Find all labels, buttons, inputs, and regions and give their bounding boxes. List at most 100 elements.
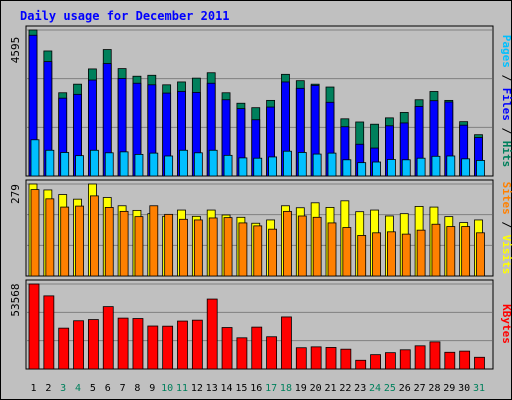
- x-tick-label: 25: [384, 383, 396, 394]
- pages-bar: [312, 153, 322, 177]
- pages-bar: [446, 155, 456, 177]
- sites-bar: [30, 189, 40, 277]
- pages-bar: [45, 149, 55, 177]
- sites-bar: [372, 232, 381, 277]
- pages-bar: [104, 152, 114, 177]
- x-tick-label: 14: [221, 383, 233, 394]
- x-tick-label: 3: [60, 383, 66, 394]
- pages-bar: [476, 160, 485, 177]
- bottom-max-label: 53568: [9, 283, 22, 316]
- pages-bar: [179, 149, 188, 177]
- kbytes-bar: [73, 320, 84, 370]
- x-tick-label: 2: [45, 383, 51, 394]
- sites-bar: [119, 210, 129, 277]
- middle-max-label: 279: [9, 184, 22, 204]
- bars-layer: [28, 29, 485, 370]
- sites-bar: [208, 217, 218, 277]
- pages-bar: [90, 149, 99, 177]
- x-tick-label: 22: [339, 383, 351, 394]
- pages-bar: [134, 153, 144, 177]
- kbytes-bar: [147, 325, 159, 370]
- legend-files: Files: [500, 88, 512, 121]
- kbytes-bar: [429, 341, 441, 370]
- kbytes-bar: [384, 352, 396, 370]
- sites-bar: [104, 207, 114, 277]
- x-tick-label: 30: [458, 383, 470, 394]
- kbytes-bar: [474, 356, 485, 370]
- pages-bar: [386, 159, 396, 177]
- x-tick-label: 16: [250, 383, 262, 394]
- sites-bar: [327, 222, 337, 277]
- kbytes-bar: [266, 336, 278, 370]
- sites-bar: [461, 226, 471, 277]
- legend-pages: Pages: [500, 35, 512, 68]
- x-tick-label: 23: [354, 383, 366, 394]
- x-tick-label: 31: [473, 383, 485, 394]
- kbytes-bar: [43, 295, 55, 370]
- x-tick-label: 27: [414, 383, 426, 394]
- x-tick-label: 9: [149, 383, 155, 394]
- kbytes-bar: [162, 325, 174, 370]
- sites-bar: [164, 213, 174, 277]
- kbytes-bar: [206, 298, 218, 370]
- kbytes-bar: [459, 350, 471, 370]
- sites-bar: [476, 232, 485, 277]
- top-max-label: 4595: [9, 37, 22, 64]
- x-tick-label: 8: [134, 383, 140, 394]
- kbytes-bar: [414, 345, 426, 370]
- pages-bar: [30, 139, 40, 177]
- sites-bar: [312, 216, 322, 277]
- sites-bar: [134, 216, 144, 277]
- pages-bar: [372, 161, 381, 177]
- pages-bar: [253, 157, 263, 177]
- sites-bar: [60, 206, 70, 277]
- sites-bar: [446, 226, 456, 277]
- x-tick-label: 28: [428, 383, 440, 394]
- sites-bar: [401, 233, 411, 277]
- x-tick-label: 17: [265, 383, 277, 394]
- sites-bar: [45, 198, 55, 277]
- pages-bar: [297, 152, 307, 177]
- kbytes-bar: [28, 283, 40, 370]
- svg-text:KBytes: KBytes: [500, 304, 512, 344]
- kbytes-bar: [370, 354, 381, 370]
- sites-bar: [268, 228, 278, 277]
- kbytes-bar: [177, 320, 188, 370]
- svg-text:Pages / Files / Hits: Pages / Files / Hits: [500, 35, 512, 168]
- pages-bar: [283, 150, 292, 177]
- kbytes-bar: [88, 319, 99, 370]
- sites-bar: [149, 205, 159, 277]
- pages-bar: [268, 156, 278, 177]
- sites-bar: [357, 235, 367, 277]
- x-tick-label: 1: [30, 383, 36, 394]
- x-tick-label: 18: [280, 383, 292, 394]
- pages-bar: [149, 152, 159, 177]
- x-tick-label: 24: [369, 383, 381, 394]
- kbytes-bar: [236, 337, 248, 370]
- x-tick-label: 4: [75, 383, 81, 394]
- pages-bar: [357, 162, 367, 177]
- kbytes-bar: [251, 326, 263, 370]
- sites-bar: [75, 205, 84, 277]
- sites-bar: [223, 217, 233, 277]
- kbytes-bar: [117, 317, 129, 370]
- pages-bar: [164, 155, 174, 177]
- x-tick-label: 26: [399, 383, 411, 394]
- pages-bar: [208, 149, 218, 177]
- x-tick-label: 15: [235, 383, 247, 394]
- pages-bar: [342, 159, 352, 177]
- top-legend: Pages / Files / Hits: [500, 35, 512, 168]
- x-tick-label: 19: [295, 383, 307, 394]
- sites-bar: [253, 225, 263, 277]
- pages-bar: [327, 152, 337, 177]
- x-tick-label: 20: [310, 383, 322, 394]
- sites-bar: [283, 210, 292, 277]
- x-tick-label: 12: [191, 383, 203, 394]
- x-tick-label: 29: [443, 383, 455, 394]
- kbytes-bar: [102, 306, 114, 370]
- pages-bar: [193, 152, 203, 177]
- x-axis-labels: 1 2 3 4 5 6 7 8 9 10 11 12 13 14 15 16 17 18 19 20 21 22 23 24 2…: [30, 383, 485, 394]
- middle-legend: Sites / Visits: [500, 182, 512, 275]
- sites-bar: [297, 215, 307, 277]
